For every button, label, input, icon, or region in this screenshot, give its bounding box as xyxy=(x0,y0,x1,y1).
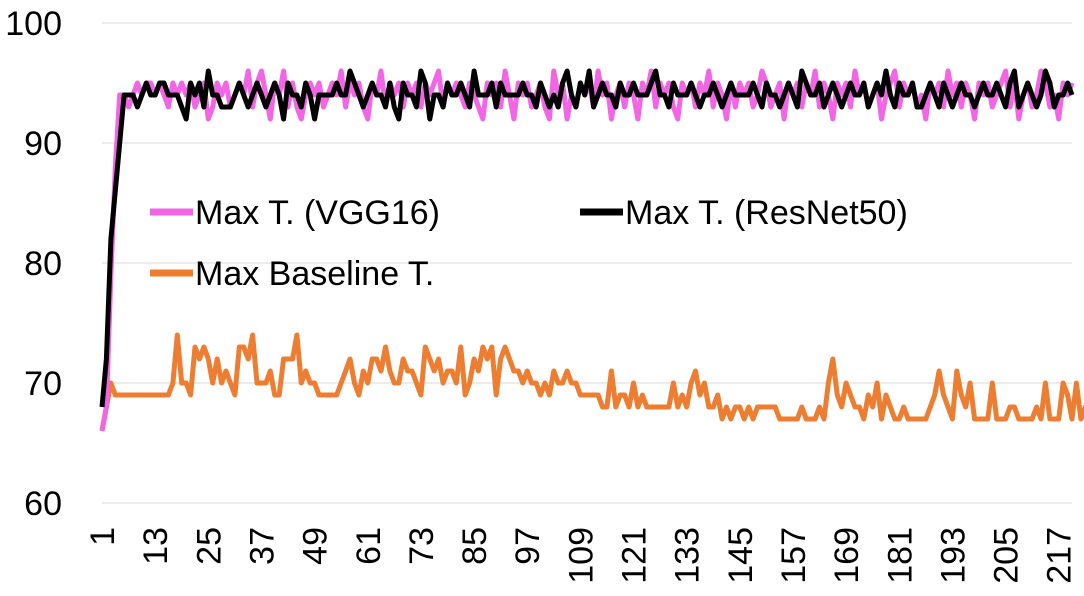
x-tick-label: 49 xyxy=(297,527,335,565)
x-tick-label: 145 xyxy=(722,527,760,584)
x-tick-label: 157 xyxy=(775,527,813,584)
y-tick-label: 60 xyxy=(24,485,62,523)
legend-label-vgg16: Max T. (VGG16) xyxy=(195,194,440,232)
x-tick-label: 181 xyxy=(881,527,919,584)
x-tick-label: 109 xyxy=(562,527,600,584)
series-lines xyxy=(99,68,1084,432)
x-tick-label: 217 xyxy=(1041,527,1079,584)
x-tick-label: 61 xyxy=(350,527,388,565)
x-tick-label: 37 xyxy=(243,527,281,565)
x-tick-label: 85 xyxy=(456,527,494,565)
x-tick-label: 133 xyxy=(669,527,707,584)
series-line-resnet50 xyxy=(99,68,1075,408)
x-tick-label: 25 xyxy=(190,527,228,565)
y-tick-label: 70 xyxy=(24,365,62,403)
y-axis-ticks: 60 70 80 90 100 xyxy=(5,5,62,523)
x-axis-ticks: 1 13 25 37 49 61 73 85 97 109 121 133 145 157 169 181 19… xyxy=(84,527,1079,584)
series-line-baseline xyxy=(99,332,1084,432)
x-tick-label: 97 xyxy=(509,527,547,565)
x-tick-label: 169 xyxy=(828,527,866,584)
legend: Max T. (VGG16) Max T. (ResNet50) Max Bas… xyxy=(150,194,908,293)
x-tick-label: 73 xyxy=(403,527,441,565)
x-tick-label: 121 xyxy=(616,527,654,584)
series-line-vgg16 xyxy=(99,68,1075,432)
legend-label-baseline: Max Baseline T. xyxy=(195,255,434,293)
x-tick-label: 205 xyxy=(988,527,1026,584)
y-tick-label: 100 xyxy=(5,5,62,43)
x-tick-label: 1 xyxy=(84,527,122,546)
y-tick-label: 90 xyxy=(24,125,62,163)
y-tick-label: 80 xyxy=(24,245,62,283)
legend-label-resnet50: Max T. (ResNet50) xyxy=(625,194,908,232)
x-tick-label: 13 xyxy=(137,527,175,565)
x-tick-label: 193 xyxy=(934,527,972,584)
